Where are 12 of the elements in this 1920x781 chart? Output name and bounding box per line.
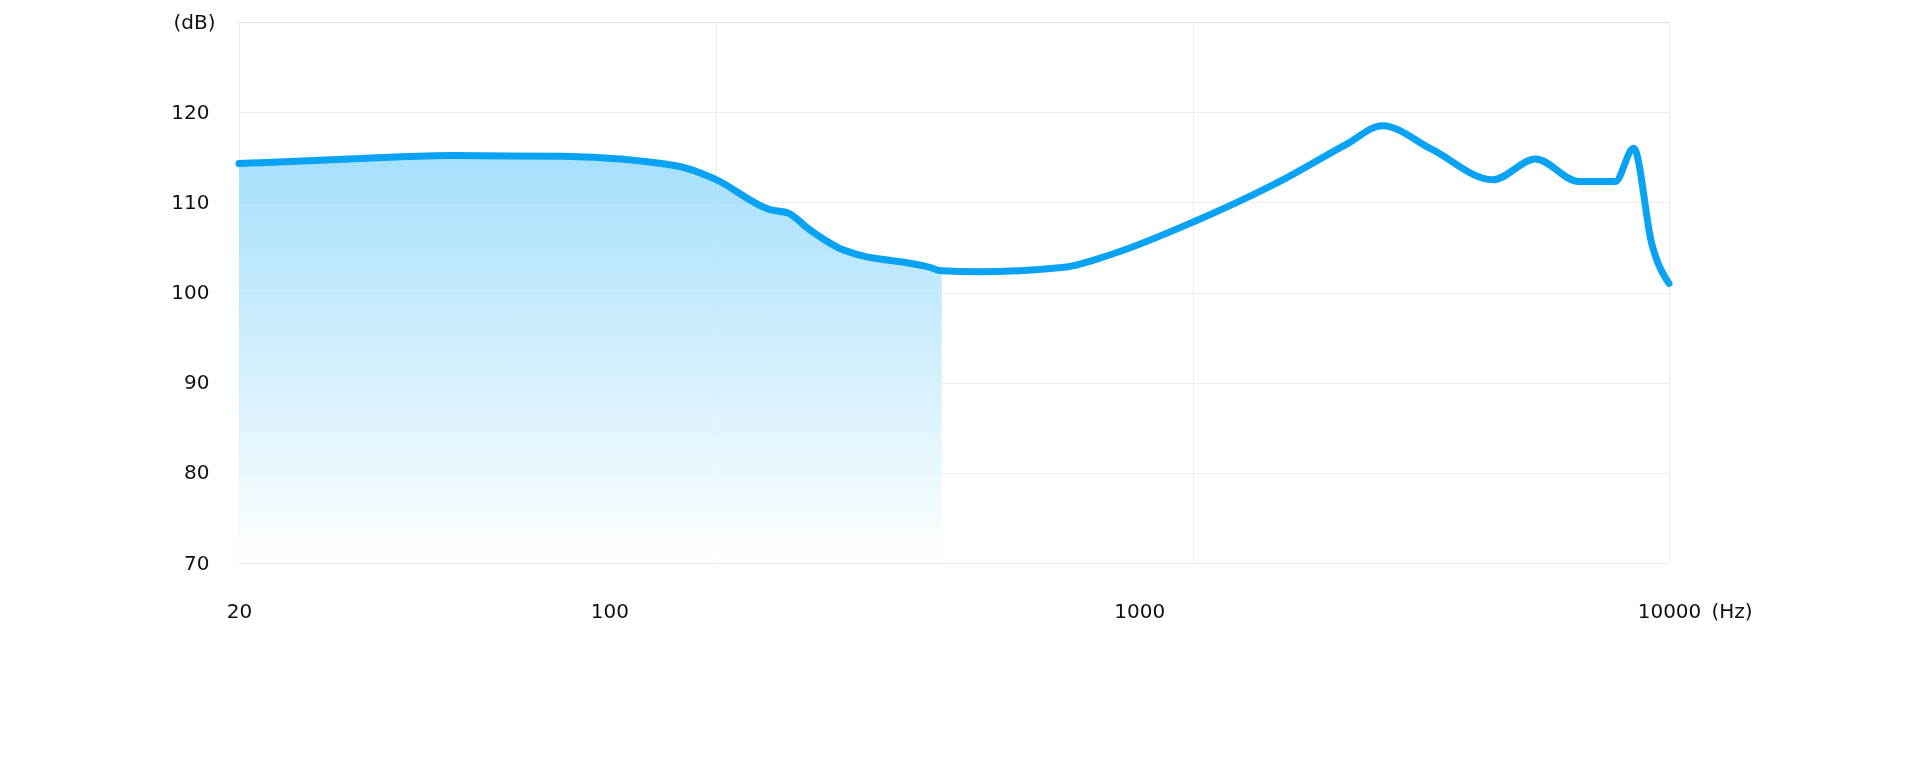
x-tick-label: 20 <box>226 598 253 623</box>
y-tick-label: 120 <box>171 99 210 124</box>
x-tick-label: 10000 <box>1637 598 1702 623</box>
y-tick-label: 90 <box>184 370 210 395</box>
x-axis-title: (Hz) <box>1711 598 1753 623</box>
x-tick-label: 100 <box>590 598 629 623</box>
y-tick-label: 110 <box>171 189 210 214</box>
x-tick-label: 1000 <box>1114 598 1166 623</box>
y-axis-title: (dB) <box>173 9 216 34</box>
y-tick-label: 70 <box>184 550 210 575</box>
y-tick-label: 100 <box>171 280 210 304</box>
y-tick-label: 80 <box>184 460 210 485</box>
